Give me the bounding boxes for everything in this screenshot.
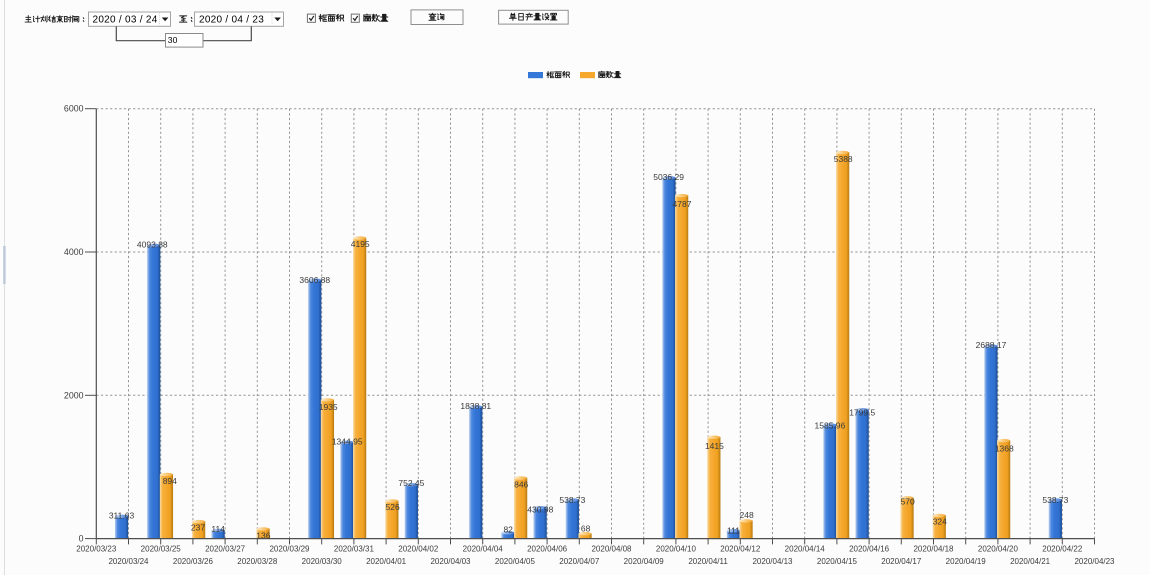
svg-text:4195: 4195 <box>351 239 370 249</box>
svg-text:1344.95: 1344.95 <box>332 437 363 447</box>
svg-text:2020/03/26: 2020/03/26 <box>173 557 214 566</box>
svg-text:30: 30 <box>168 35 178 45</box>
svg-text:3606.88: 3606.88 <box>299 275 330 285</box>
svg-text:111: 111 <box>727 526 740 536</box>
svg-text:2020/04/23: 2020/04/23 <box>1074 557 1115 566</box>
svg-text:2020/04/09: 2020/04/09 <box>624 557 665 566</box>
svg-text:2020/03/31: 2020/03/31 <box>334 545 375 554</box>
svg-text:4787: 4787 <box>673 199 692 209</box>
svg-text:2020 / 03 / 24: 2020 / 03 / 24 <box>93 15 158 26</box>
svg-text:324: 324 <box>933 517 947 527</box>
svg-text:2020/04/16: 2020/04/16 <box>849 545 890 554</box>
svg-text:2020/04/05: 2020/04/05 <box>495 557 536 566</box>
svg-text:2020/03/24: 2020/03/24 <box>108 557 149 566</box>
svg-text:2020/04/07: 2020/04/07 <box>559 557 600 566</box>
svg-text:2020/03/27: 2020/03/27 <box>205 545 246 554</box>
svg-text:1415: 1415 <box>705 441 724 451</box>
svg-text:2020/04/20: 2020/04/20 <box>978 545 1019 554</box>
svg-text:237: 237 <box>191 523 205 533</box>
svg-text:1585.96: 1585.96 <box>815 421 846 431</box>
svg-text:2020/04/22: 2020/04/22 <box>1042 545 1083 554</box>
svg-text:2020/04/03: 2020/04/03 <box>430 557 471 566</box>
svg-text:538.73: 538.73 <box>559 495 585 505</box>
svg-text:136: 136 <box>256 531 270 541</box>
svg-text:846: 846 <box>514 480 528 490</box>
svg-text:2020/03/29: 2020/03/29 <box>269 545 310 554</box>
svg-text:2020/04/04: 2020/04/04 <box>463 545 504 554</box>
svg-text:248: 248 <box>740 510 754 520</box>
svg-text:2020/04/18: 2020/04/18 <box>913 545 954 554</box>
svg-text:2020/04/08: 2020/04/08 <box>591 545 632 554</box>
svg-text:538.73: 538.73 <box>1042 495 1068 505</box>
svg-text:1799.5: 1799.5 <box>849 408 875 418</box>
svg-text:2020/04/02: 2020/04/02 <box>398 545 439 554</box>
svg-text:5036.29: 5036.29 <box>653 172 684 182</box>
svg-text:2020/04/10: 2020/04/10 <box>656 545 697 554</box>
svg-text:2020/04/21: 2020/04/21 <box>1010 557 1051 566</box>
svg-text:2688.17: 2688.17 <box>976 340 1007 350</box>
svg-text:82: 82 <box>503 525 513 535</box>
svg-text:1935: 1935 <box>319 402 338 412</box>
svg-text:6000: 6000 <box>64 104 84 114</box>
svg-text:2020/04/13: 2020/04/13 <box>752 557 793 566</box>
svg-text:2020/04/15: 2020/04/15 <box>817 557 858 566</box>
svg-text:4093.88: 4093.88 <box>137 239 168 249</box>
svg-text:5388: 5388 <box>834 154 853 164</box>
svg-text:2000: 2000 <box>64 390 84 400</box>
svg-text:894: 894 <box>163 476 177 486</box>
svg-text:2020/04/06: 2020/04/06 <box>527 545 568 554</box>
svg-text:4000: 4000 <box>64 247 84 257</box>
svg-text:2020/04/11: 2020/04/11 <box>688 557 728 566</box>
svg-text:526: 526 <box>386 502 400 512</box>
svg-text:2020/03/28: 2020/03/28 <box>237 557 278 566</box>
svg-text:2020/03/30: 2020/03/30 <box>302 557 343 566</box>
svg-text:1838.81: 1838.81 <box>460 401 491 411</box>
svg-text:2020/03/25: 2020/03/25 <box>141 545 182 554</box>
svg-text:2020/04/17: 2020/04/17 <box>881 557 922 566</box>
svg-text:2020/04/19: 2020/04/19 <box>946 557 987 566</box>
svg-text:68: 68 <box>581 523 591 533</box>
svg-text:2020/03/23: 2020/03/23 <box>76 545 117 554</box>
svg-text:2020/04/12: 2020/04/12 <box>720 545 761 554</box>
svg-text:2020 / 04 / 23: 2020 / 04 / 23 <box>199 15 264 26</box>
svg-text:430.98: 430.98 <box>527 505 553 515</box>
svg-text:0: 0 <box>79 534 84 544</box>
svg-text:311.63: 311.63 <box>109 511 135 521</box>
svg-text:114: 114 <box>211 524 225 534</box>
svg-text:2020/04/14: 2020/04/14 <box>785 545 826 554</box>
svg-text:2020/04/01: 2020/04/01 <box>366 557 407 566</box>
svg-text:752.45: 752.45 <box>398 478 424 488</box>
svg-text:1368: 1368 <box>995 444 1014 454</box>
svg-text:570: 570 <box>901 497 915 507</box>
